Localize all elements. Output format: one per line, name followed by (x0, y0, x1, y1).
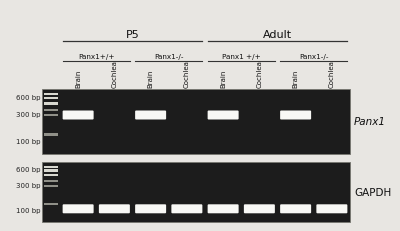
Text: Panx1-/-: Panx1-/- (154, 54, 184, 60)
Bar (44, 203, 58, 205)
FancyBboxPatch shape (135, 204, 166, 213)
FancyBboxPatch shape (280, 204, 311, 213)
Text: 600 bp: 600 bp (16, 94, 40, 100)
Bar (44, 94, 58, 96)
FancyBboxPatch shape (63, 111, 94, 120)
Text: 300 bp: 300 bp (16, 111, 40, 117)
Text: Cochlea: Cochlea (256, 60, 262, 88)
Text: Cochlea: Cochlea (329, 60, 335, 88)
Text: Adult: Adult (263, 30, 292, 40)
Text: Brain: Brain (148, 69, 154, 88)
FancyBboxPatch shape (99, 204, 130, 213)
Text: 600 bp: 600 bp (16, 167, 40, 173)
Bar (44, 166, 58, 168)
FancyBboxPatch shape (135, 111, 166, 120)
Bar (44, 97, 58, 100)
Text: P5: P5 (126, 30, 139, 40)
Text: 100 bp: 100 bp (16, 207, 40, 213)
FancyBboxPatch shape (244, 204, 275, 213)
FancyBboxPatch shape (280, 111, 311, 120)
FancyBboxPatch shape (208, 204, 239, 213)
Text: GAPDH: GAPDH (354, 187, 391, 197)
FancyBboxPatch shape (316, 204, 347, 213)
Bar (44, 134, 58, 136)
Text: Cochlea: Cochlea (184, 60, 190, 88)
Text: Panx1-/-: Panx1-/- (299, 54, 328, 60)
Text: Brain: Brain (220, 69, 226, 88)
Text: 100 bp: 100 bp (16, 138, 40, 144)
Bar (44, 180, 58, 183)
FancyBboxPatch shape (208, 111, 239, 120)
Text: 300 bp: 300 bp (16, 182, 40, 188)
Text: Panx1: Panx1 (354, 117, 386, 127)
Bar (44, 109, 58, 112)
Text: Panx1+/+: Panx1+/+ (78, 54, 114, 60)
Text: Panx1 +/+: Panx1 +/+ (222, 54, 261, 60)
Bar (42, 162, 350, 222)
Bar (44, 170, 58, 172)
Text: Cochlea: Cochlea (111, 60, 117, 88)
Bar (44, 103, 58, 105)
Bar (42, 90, 350, 154)
FancyBboxPatch shape (171, 204, 202, 213)
Bar (44, 185, 58, 187)
Text: Brain: Brain (293, 69, 299, 88)
Bar (44, 174, 58, 177)
Text: Brain: Brain (75, 69, 81, 88)
FancyBboxPatch shape (63, 204, 94, 213)
Bar (44, 114, 58, 117)
